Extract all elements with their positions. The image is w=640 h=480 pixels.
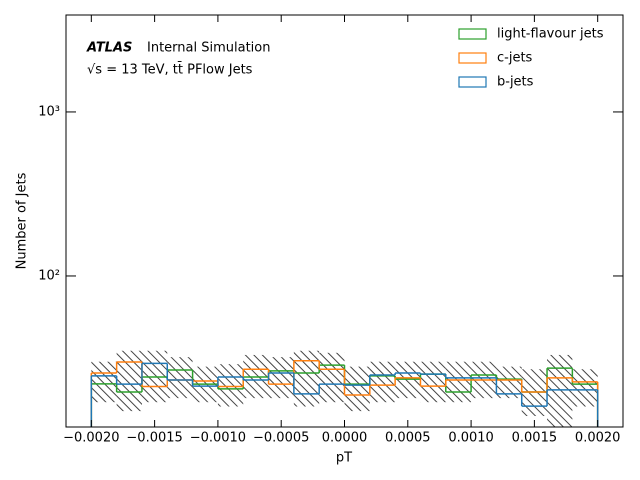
legend-swatch [458,52,487,64]
uncertainty-band [445,361,472,403]
uncertainty-band [319,352,345,403]
legend-label: c-jets [497,51,533,66]
x-tick-label: 0.0005 [385,431,431,446]
y-axis-label: Number of Jets [15,172,30,269]
uncertainty-band [116,350,142,412]
uncertainty-band [217,364,244,407]
uncertainty-band [369,361,396,403]
uncertainty-band [496,366,522,399]
x-tick-label: 0.0000 [322,431,368,446]
x-tick-label: −0.0020 [63,431,119,446]
uncertainty-band [572,369,598,407]
atlas-label: ATLAS [86,41,132,56]
uncertainty-band [293,350,320,407]
legend-swatch [458,28,487,40]
y-tick-label: 10² [38,268,60,283]
uncertainty-band [268,357,294,399]
y-tick-label: 10³ [38,104,60,119]
legend-label: b-jets [497,75,534,90]
uncertainty-band [395,361,421,399]
x-tick-label: 0.0010 [448,431,494,446]
legend-swatch [458,76,487,88]
uncertainty-band [167,357,193,399]
x-tick-label: −0.0015 [126,431,182,446]
annotation: Internal Simulation [147,41,270,56]
uncertainty-band [420,361,446,403]
x-tick-label: −0.0010 [190,431,246,446]
x-tick-label: −0.0005 [253,431,309,446]
uncertainty-band [547,354,573,427]
x-tick-label: 0.0015 [512,431,558,446]
x-tick-label: 0.0020 [575,431,621,446]
legend-label: light-flavour jets [497,27,604,42]
annotation: √s = 13 TeV, tt̄ PFlow Jets [87,62,253,77]
x-axis-label: pT [336,451,352,466]
uncertainty-band [91,361,117,403]
uncertainty-band [344,366,370,412]
